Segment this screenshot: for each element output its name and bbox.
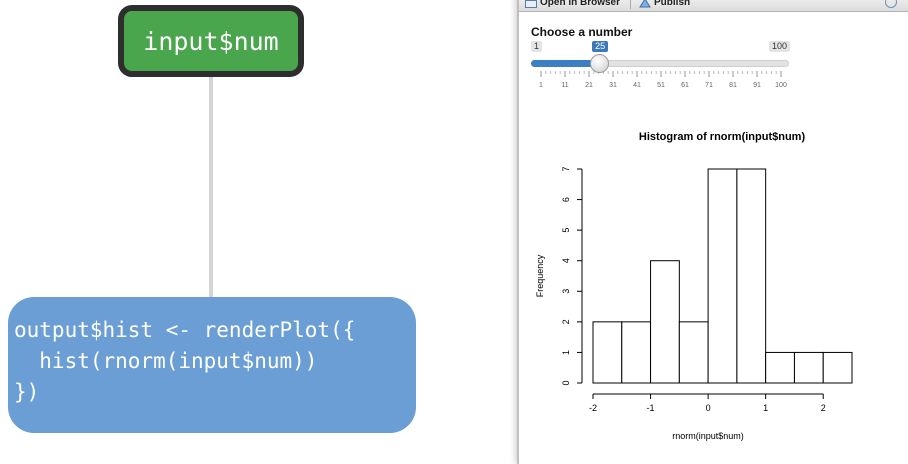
histogram-bar <box>592 321 623 384</box>
slider-tick-label: 31 <box>609 82 617 89</box>
histogram-bar <box>650 260 680 384</box>
x-tick-label: -1 <box>647 403 655 413</box>
slider-tick-label: 71 <box>705 82 713 89</box>
y-tick-label: 0 <box>561 380 571 385</box>
slider-handle[interactable] <box>589 54 609 73</box>
slider-fill <box>531 60 600 67</box>
render-plot-code-node: output$hist <- renderPlot({ hist(rnorm(i… <box>8 297 416 433</box>
publish-label: Publish <box>654 0 691 8</box>
histogram-bar <box>793 351 824 384</box>
x-tick-label: 2 <box>821 403 826 413</box>
number-slider: 1 25 100 1 11 21 31 41 51 61 71 81 91 100 <box>519 0 908 104</box>
slider-ticks: 1 11 21 31 41 51 61 71 81 91 100 <box>539 71 787 89</box>
slider-max-badge: 100 <box>769 41 791 52</box>
open-in-browser-label: Open in Browser <box>540 0 621 8</box>
y-tick-label: 2 <box>561 319 571 324</box>
y-axis-label: Frequency <box>535 254 545 297</box>
x-tick-label: 0 <box>706 403 711 413</box>
slider-tick-label: 100 <box>775 82 787 89</box>
x-axis: -2 -1 0 1 2 <box>589 393 826 413</box>
x-tick-label: 1 <box>763 403 768 413</box>
input-num-node: input$num <box>118 5 304 77</box>
histogram-bar <box>736 168 767 384</box>
code-line: hist(rnorm(input$num)) <box>14 349 318 373</box>
refresh-icon[interactable] <box>885 0 897 8</box>
y-tick-label: 5 <box>561 228 571 233</box>
y-tick-label: 7 <box>561 166 571 171</box>
slider-min-badge: 1 <box>531 41 543 52</box>
y-tick-label: 6 <box>561 197 571 202</box>
y-tick-label: 1 <box>561 350 571 355</box>
y-axis: 0 1 2 3 4 5 6 7 <box>561 166 583 386</box>
viewer-toolbar: Open in Browser Publish <box>519 0 908 12</box>
histogram-bar <box>621 321 652 384</box>
histogram-bar <box>707 168 738 384</box>
slider-tick-label: 41 <box>633 82 641 89</box>
slider-tick-label: 21 <box>585 82 593 89</box>
diagram-connector-line <box>209 76 213 300</box>
slider-value-badge: 25 <box>592 41 609 52</box>
y-tick-label: 3 <box>561 289 571 294</box>
open-in-browser-button[interactable]: Open in Browser <box>525 0 620 8</box>
slider-tick-label: 61 <box>681 82 689 89</box>
histogram-bar <box>765 351 795 384</box>
x-tick-label: -2 <box>589 403 597 413</box>
slider-tick-label: 1 <box>539 82 543 89</box>
shiny-app-window: Open in Browser Publish Choose a number … <box>517 0 908 464</box>
toolbar-separator <box>630 0 631 9</box>
code-line: output$hist <- renderPlot({ <box>14 318 356 342</box>
histogram-bar <box>678 321 709 384</box>
input-num-label: input$num <box>124 11 298 71</box>
slider-tick-label: 11 <box>561 82 568 89</box>
code-line: }) <box>14 380 40 404</box>
publish-button[interactable]: Publish <box>639 0 690 8</box>
browser-icon <box>525 0 537 8</box>
y-tick-label: 4 <box>561 258 571 263</box>
x-axis-label: rnorm(input$num) <box>672 431 744 441</box>
publish-icon <box>639 0 651 8</box>
slider-label: Choose a number <box>531 25 633 39</box>
slider-tick-label: 51 <box>657 82 665 89</box>
histogram-bar <box>822 351 853 384</box>
slider-tick-label: 81 <box>729 82 737 89</box>
histogram-bars <box>592 168 853 384</box>
histogram-plot: Histogram of rnorm(input$num) Frequency … <box>535 131 853 441</box>
slider-tick-label: 91 <box>753 82 761 89</box>
chart-title: Histogram of rnorm(input$num) <box>639 131 806 143</box>
